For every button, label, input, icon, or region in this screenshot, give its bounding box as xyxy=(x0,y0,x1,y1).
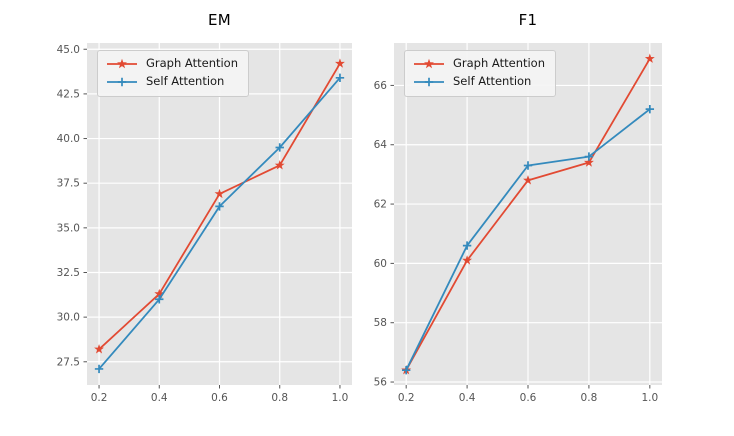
self-attention-marker xyxy=(462,241,472,250)
x-tick-label: 1.0 xyxy=(641,392,658,404)
x-tick-label: 1.0 xyxy=(332,392,349,404)
f1-plot: 0.2 0.4 0.6 0.8 1.0 56 58 60 62 64 66 xyxy=(374,43,662,404)
y-tick-label: 40.0 xyxy=(57,133,80,145)
em-legend-label-graph-attention: Graph Attention xyxy=(146,56,239,71)
y-tick-label: 27.5 xyxy=(57,356,80,368)
em-legend-row-self-attention: Self Attention xyxy=(106,74,238,90)
self-attention-marker xyxy=(645,104,655,114)
legend-swatch-marker xyxy=(117,58,127,69)
self-attention-marker xyxy=(523,161,533,170)
self-attention-marker xyxy=(155,295,164,304)
legend-swatch-marker xyxy=(117,77,127,87)
legend-swatch-marker xyxy=(424,58,434,69)
y-tick-label: 30.0 xyxy=(57,312,80,324)
em-legend-row-graph-attention: Graph Attention xyxy=(106,56,238,72)
graph-attention-line-star-icon xyxy=(414,58,444,69)
x-tick-label: 0.8 xyxy=(581,392,598,404)
graph-attention-marker xyxy=(462,255,473,265)
x-tick-label: 0.4 xyxy=(151,392,168,404)
em-plot: 0.2 0.4 0.6 0.8 1.0 27.5 30.0 32.5 35.0 37.5 40.0 4… xyxy=(57,43,352,404)
f1-chart-title: F1 xyxy=(518,11,538,29)
em-chart-title: EM xyxy=(207,11,232,29)
f1-legend: Graph Attention Self Attention xyxy=(404,50,557,97)
self-attention-marker xyxy=(275,143,284,152)
em-legend: Graph Attention Self Attention xyxy=(97,50,250,97)
f1-legend-label-self-attention: Self Attention xyxy=(453,74,532,89)
y-tick-label: 37.5 xyxy=(57,178,80,190)
graph-attention-line-star-icon xyxy=(107,58,137,69)
x-tick-label: 0.6 xyxy=(211,392,228,404)
f1-legend-row-self-attention: Self Attention xyxy=(413,74,545,90)
self-attention-marker xyxy=(335,73,345,83)
x-tick-label: 0.2 xyxy=(91,392,108,404)
y-tick-label: 66 xyxy=(374,80,388,92)
self-attention-marker xyxy=(215,202,224,211)
self-attention-marker xyxy=(401,365,411,375)
graph-attention-marker xyxy=(335,58,345,68)
em-legend-label-self-attention: Self Attention xyxy=(146,74,225,89)
self-attention-line-plus-icon xyxy=(414,77,444,87)
f1-legend-row-graph-attention: Graph Attention xyxy=(413,56,545,72)
legend-swatch-marker xyxy=(424,77,434,87)
f1-legend-label-graph-attention: Graph Attention xyxy=(453,56,546,71)
y-tick-label: 45.0 xyxy=(57,44,80,56)
y-tick-label: 32.5 xyxy=(57,267,80,279)
x-tick-label: 0.4 xyxy=(459,392,476,404)
y-tick-label: 42.5 xyxy=(57,88,80,100)
self-attention-marker xyxy=(584,152,594,161)
y-tick-label: 60 xyxy=(374,258,387,270)
graph-attention-marker xyxy=(644,53,655,63)
x-tick-label: 0.2 xyxy=(398,392,415,404)
y-tick-label: 58 xyxy=(374,317,387,329)
y-tick-label: 62 xyxy=(374,199,387,211)
self-attention-line-plus-icon xyxy=(107,77,137,87)
y-tick-label: 64 xyxy=(374,139,388,151)
graph-attention-marker xyxy=(154,288,165,299)
graph-attention-marker xyxy=(94,344,104,354)
x-tick-label: 0.6 xyxy=(520,392,537,404)
y-tick-label: 56 xyxy=(374,377,388,389)
graph-attention-marker xyxy=(583,157,594,167)
graph-attention-marker xyxy=(523,175,533,185)
y-tick-label: 35.0 xyxy=(57,222,80,234)
graph-attention-marker xyxy=(214,188,225,199)
self-attention-marker xyxy=(94,364,104,374)
x-tick-label: 0.8 xyxy=(271,392,288,404)
graph-attention-marker xyxy=(274,160,285,170)
